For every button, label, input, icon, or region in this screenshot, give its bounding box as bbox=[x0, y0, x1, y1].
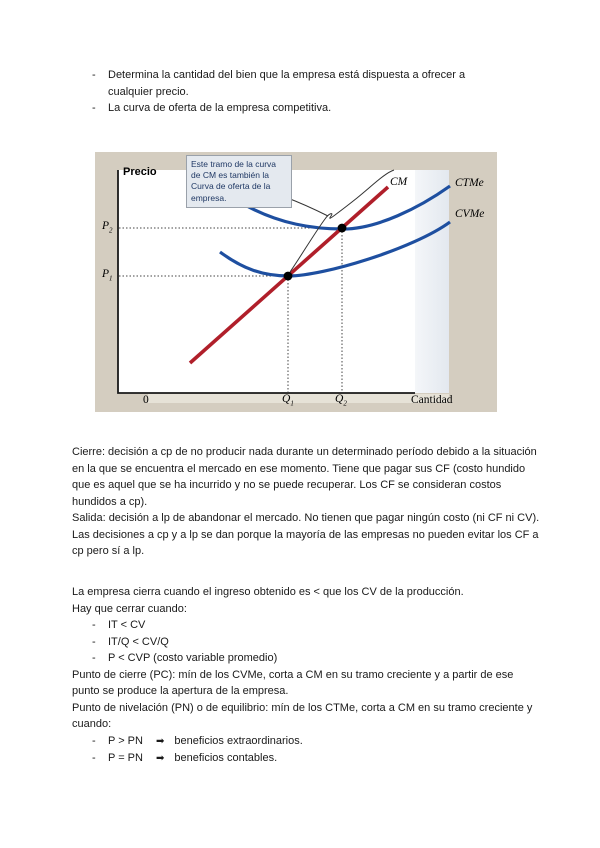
paragraph-decisiones: Las decisiones a cp y a lp se dan porque… bbox=[72, 528, 539, 558]
pn-condition: P > PN bbox=[108, 734, 143, 747]
pn-row: P > PN ➡ beneficios extraordinarios. bbox=[108, 733, 540, 751]
q1-sub: 1 bbox=[290, 399, 294, 408]
list-item: - P = PN ➡ beneficios contables. bbox=[92, 750, 540, 768]
bullet-dash: - bbox=[92, 752, 96, 764]
q1-tick-label: Q1 bbox=[282, 393, 294, 407]
pn-conditions-list: - P > PN ➡ beneficios extraordinarios. - P… bbox=[92, 733, 540, 768]
origin-label: 0 bbox=[143, 394, 149, 406]
q1-base: Q bbox=[282, 393, 291, 405]
paragraph-cerrar-titulo: Hay que cerrar cuando: bbox=[72, 602, 187, 615]
y-axis-title: Precio bbox=[123, 166, 157, 178]
list-item: - P > PN ➡ beneficios extraordinarios. bbox=[92, 733, 540, 751]
p2-sub: 2 bbox=[109, 226, 113, 235]
list-item: - Determina la cantidad del bien que la … bbox=[92, 67, 508, 100]
ctme-curve-label: CTMe bbox=[455, 177, 484, 189]
condition-text: IT/Q < CV/Q bbox=[108, 635, 169, 648]
x-axis-title: Cantidad bbox=[411, 394, 453, 406]
q2-sub: 2 bbox=[343, 399, 347, 408]
bullet-text: Determina la cantidad del bien que la em… bbox=[108, 69, 466, 98]
plot-bottom-shadow bbox=[148, 394, 449, 403]
p1-sub: 1 bbox=[109, 274, 113, 283]
paragraph-punto-nivelacion: Punto de nivelación (PN) o de equilibrio… bbox=[72, 701, 533, 731]
p2-base: P bbox=[102, 220, 110, 232]
pn-row: P = PN ➡ beneficios contables. bbox=[108, 750, 540, 768]
cvme-curve bbox=[219, 220, 451, 278]
bullet-dash: - bbox=[92, 734, 96, 747]
list-item: - P < CVP (costo variable promedio) bbox=[92, 650, 540, 667]
list-item: - La curva de oferta de la empresa compe… bbox=[92, 100, 508, 117]
arrow-right-icon: ➡ bbox=[156, 753, 165, 764]
pn-result: beneficios contables. bbox=[174, 752, 278, 764]
condition-text: P < CVP (costo variable promedio) bbox=[108, 652, 278, 664]
bullet-dash: - bbox=[92, 652, 96, 664]
paragraph-cierre: Cierre: decisión a cp de no producir nad… bbox=[72, 446, 537, 508]
list-item: - IT < CV bbox=[92, 617, 540, 634]
bullet-dash: - bbox=[92, 635, 96, 648]
pn-result: beneficios extraordinarios. bbox=[174, 734, 303, 747]
arrow-right-icon: ➡ bbox=[156, 735, 165, 747]
pn-condition: P = PN bbox=[108, 752, 143, 764]
bullet-dash: - bbox=[92, 619, 96, 631]
closure-conditions-list: - IT < CV - IT/Q < CV/Q - P < CVP (costo… bbox=[92, 617, 540, 667]
cm-curve-label: CM bbox=[390, 176, 408, 188]
q2-tick-label: Q2 bbox=[335, 393, 347, 407]
paragraph-block-condiciones: La empresa cierra cuando el ingreso obte… bbox=[72, 584, 540, 768]
cvme-curve-label: CVMe bbox=[455, 208, 485, 220]
paragraph-cierra-intro: La empresa cierra cuando el ingreso obte… bbox=[72, 586, 464, 598]
supply-segment-brace bbox=[289, 169, 395, 273]
shutdown-point-dot bbox=[283, 271, 293, 281]
supply-curve-callout: Este tramo de la curva de CM es también … bbox=[186, 155, 292, 208]
paragraph-salida: Salida: decisión a lp de abandonar el me… bbox=[72, 512, 540, 524]
list-item: - IT/Q < CV/Q bbox=[92, 634, 540, 651]
cost-curves-svg bbox=[117, 169, 451, 394]
bullet-dash: - bbox=[92, 102, 96, 114]
paragraph-punto-cierre: Punto de cierre (PC): mín de los CVMe, c… bbox=[72, 668, 514, 698]
paragraph-block-cierre-salida: Cierre: decisión a cp de no producir nad… bbox=[72, 444, 540, 560]
intro-bullet-list: - Determina la cantidad del bien que la … bbox=[92, 67, 508, 117]
p1-tick-label: P1 bbox=[102, 268, 113, 282]
condition-text: IT < CV bbox=[108, 619, 146, 631]
cost-curves-figure: Precio P2 P1 CM CTMe CVMe 0 Q1 Q2 Cantid… bbox=[95, 152, 497, 412]
axes-lines bbox=[117, 170, 415, 394]
p1-base: P bbox=[102, 268, 110, 280]
bullet-dash: - bbox=[92, 69, 96, 81]
q2-base: Q bbox=[335, 393, 344, 405]
bullet-text: La curva de oferta de la empresa competi… bbox=[108, 102, 332, 114]
breakeven-point-dot bbox=[337, 223, 347, 233]
plot-right-strip bbox=[415, 170, 449, 393]
p2-tick-label: P2 bbox=[102, 220, 113, 234]
